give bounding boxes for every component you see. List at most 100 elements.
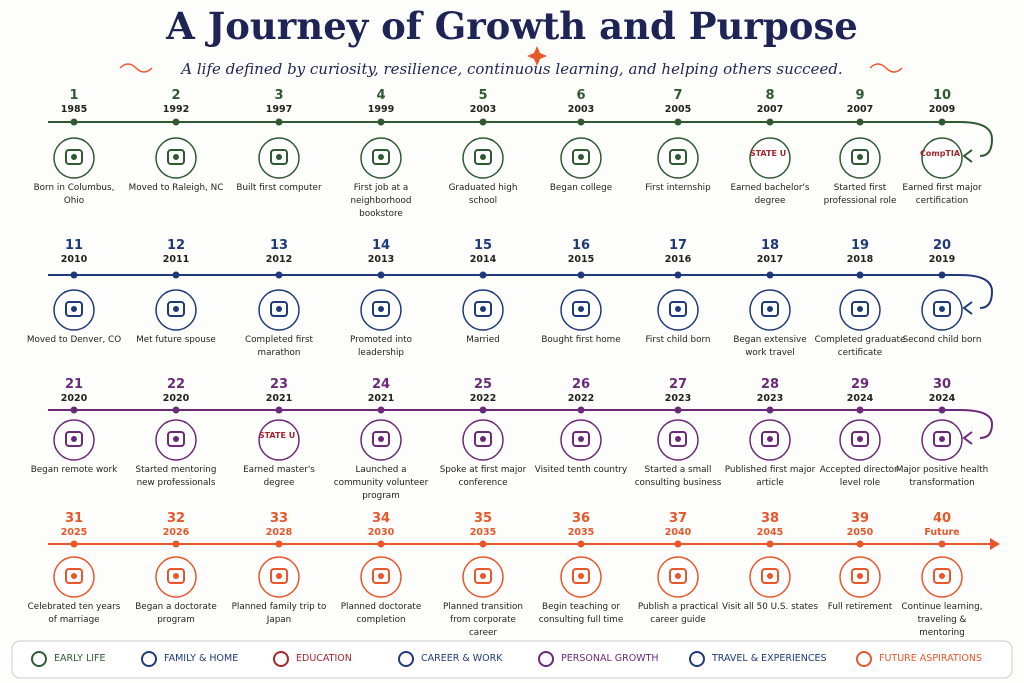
- milestone-year: 2040: [664, 527, 692, 538]
- timeline-dot: [856, 540, 864, 548]
- milestone-number: 27: [668, 377, 688, 392]
- milestone-number: 30: [932, 377, 952, 392]
- milestone-label: First internship: [645, 183, 711, 193]
- legend-icon: [273, 651, 289, 667]
- icon-glyph: [378, 436, 384, 442]
- ornament: [119, 63, 903, 73]
- icon-glyph: [939, 306, 945, 312]
- icon-glyph: [173, 306, 179, 312]
- icon-glyph: [480, 573, 486, 579]
- milestone-year: 2022: [469, 393, 497, 404]
- milestone-number: 19: [850, 238, 870, 253]
- milestone-label: Completed graduate certificate: [814, 335, 906, 358]
- milestone-label: Earned bachelor's degree: [730, 183, 810, 206]
- milestone-number: 35: [473, 511, 493, 526]
- icon-glyph: [480, 154, 486, 160]
- icon-glyph: [276, 573, 282, 579]
- milestone-number: 21: [64, 377, 84, 392]
- milestone-number: 14: [371, 238, 391, 253]
- milestone-number: 10: [932, 88, 952, 103]
- legend-label: EDUCATION: [296, 653, 352, 664]
- timeline-dot: [377, 540, 385, 548]
- milestone-year: 2045: [756, 527, 784, 538]
- timeline-dot: [275, 271, 283, 279]
- milestone-label: Spoke at first major conference: [439, 465, 527, 488]
- icon-glyph: [173, 573, 179, 579]
- milestone-label: Met future spouse: [136, 335, 216, 345]
- icon-glyph: [173, 436, 179, 442]
- milestone-label: First child born: [645, 335, 711, 345]
- legend-label: FAMILY & HOME: [164, 653, 239, 664]
- icon-glyph: [572, 568, 590, 584]
- milestone-number: 38: [760, 511, 780, 526]
- icon-glyph: [474, 149, 492, 165]
- legend-icon: [141, 651, 157, 667]
- timeline-dot: [856, 271, 864, 279]
- milestone-number: 12: [166, 238, 186, 253]
- star-ornament: [527, 46, 547, 66]
- milestone-year: 1999: [367, 104, 395, 115]
- milestone-number: 5: [478, 88, 488, 103]
- icon-glyph: [71, 436, 77, 442]
- icon-glyph: [767, 573, 773, 579]
- timeline-dot: [577, 271, 585, 279]
- icon-glyph: [474, 431, 492, 447]
- milestone-label: Launched a community volunteer program: [333, 465, 429, 501]
- icon-glyph: [761, 431, 779, 447]
- milestone-year: 2016: [664, 254, 692, 265]
- legend-icon: [398, 651, 414, 667]
- icon-glyph: [669, 149, 687, 165]
- icon-glyph: [675, 306, 681, 312]
- milestone-year: 2030: [367, 527, 395, 538]
- milestone-year: 2014: [469, 254, 497, 265]
- icon-badge: STATE U: [749, 149, 787, 158]
- milestone-label: Publish a practical career guide: [637, 602, 719, 625]
- icon-glyph: [675, 436, 681, 442]
- icon-glyph: [65, 431, 83, 447]
- milestone-year: 2035: [567, 527, 595, 538]
- milestone-year: 2003: [567, 104, 595, 115]
- milestone-label: Began remote work: [30, 465, 118, 475]
- milestone-label: Started mentoring new professionals: [135, 465, 217, 488]
- milestone-year: 2013: [367, 254, 395, 265]
- legend-label: FUTURE ASPIRATIONS: [879, 653, 983, 664]
- milestone-label: Began a doctorate program: [135, 602, 217, 625]
- icon-glyph: [578, 154, 584, 160]
- milestone-label: Promoted into leadership: [350, 335, 412, 358]
- milestone-year: 1997: [265, 104, 293, 115]
- legend-box: [11, 640, 1013, 679]
- icon-glyph: [933, 431, 951, 447]
- milestone-year: 2015: [567, 254, 595, 265]
- timeline-dot: [70, 406, 78, 414]
- milestone-year: 2026: [162, 527, 190, 538]
- timeline-dot: [674, 540, 682, 548]
- timeline-dot: [674, 271, 682, 279]
- milestone-label: Published first major article: [724, 465, 816, 488]
- icon-glyph: [372, 301, 390, 317]
- icon-glyph: [474, 568, 492, 584]
- icon-glyph: [851, 149, 869, 165]
- milestone-label: Visit all 50 U.S. states: [722, 602, 818, 612]
- milestone-number: 1: [69, 88, 79, 103]
- milestone-number: 9: [855, 88, 865, 103]
- legend-label: CAREER & WORK: [421, 653, 503, 664]
- timeline-dot: [172, 540, 180, 548]
- milestone-label: Graduated high school: [448, 183, 518, 206]
- milestone-number: 7: [673, 88, 683, 103]
- milestone-label: Completed first marathon: [245, 335, 313, 358]
- icon-glyph: [372, 431, 390, 447]
- legend-label: EARLY LIFE: [54, 653, 106, 664]
- milestone-label: Planned doctorate completion: [340, 602, 422, 625]
- icon-glyph: [480, 306, 486, 312]
- icon-glyph: [480, 436, 486, 442]
- icon-glyph: [378, 573, 384, 579]
- legend-icon: [538, 651, 554, 667]
- milestone-year: 2020: [60, 393, 88, 404]
- milestone-year: 2019: [928, 254, 956, 265]
- timeline-dot: [856, 118, 864, 126]
- timeline-dot: [377, 118, 385, 126]
- icon-glyph: [173, 154, 179, 160]
- milestone-number: 16: [571, 238, 591, 253]
- title: A Journey of Growth and Purpose: [166, 4, 858, 48]
- icon-glyph: [857, 154, 863, 160]
